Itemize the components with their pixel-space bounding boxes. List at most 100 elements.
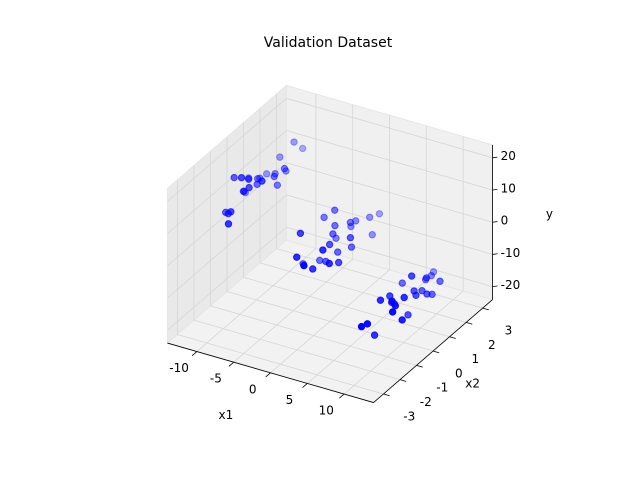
point — [334, 258, 343, 267]
grid-line — [243, 276, 450, 338]
point — [282, 167, 290, 175]
point — [347, 243, 356, 251]
tick-mark — [302, 383, 308, 388]
point — [270, 172, 278, 181]
y-axis-label: x2 — [465, 376, 480, 390]
grid-line — [167, 130, 287, 234]
point — [298, 144, 307, 153]
z-tick-label: 0 — [501, 214, 509, 228]
point — [388, 308, 397, 316]
point — [300, 261, 308, 270]
x-tick-label: 5 — [286, 393, 294, 407]
y-tick-label: 1 — [472, 352, 480, 366]
point — [244, 175, 253, 183]
point — [400, 293, 408, 302]
x-tick-label: -5 — [210, 372, 222, 386]
point — [404, 311, 412, 319]
point — [240, 187, 248, 196]
point — [320, 213, 328, 222]
grid-line — [167, 194, 287, 299]
point — [331, 206, 339, 214]
y-tick-label: -2 — [420, 395, 432, 409]
point — [365, 213, 374, 221]
point — [290, 138, 298, 146]
point — [245, 183, 253, 192]
point — [376, 296, 385, 304]
z-tick-label: -20 — [501, 278, 521, 292]
grid-line — [276, 248, 483, 309]
point — [276, 153, 284, 161]
grid-line — [167, 98, 287, 202]
grid-line — [286, 162, 493, 223]
tick-mark — [449, 336, 456, 339]
x-tick-label: 0 — [249, 382, 257, 396]
z-tick-label: 20 — [501, 149, 516, 163]
grid-line — [286, 226, 493, 288]
tick-mark — [482, 307, 489, 311]
grid-line — [259, 262, 467, 323]
tick-mark — [492, 285, 498, 288]
point — [422, 274, 431, 282]
point — [436, 277, 444, 285]
point — [230, 173, 238, 182]
tick-mark — [492, 253, 498, 255]
grid-line — [286, 130, 493, 191]
x-tick-label: 10 — [319, 404, 334, 418]
tick-mark — [191, 351, 198, 356]
point — [262, 170, 271, 178]
grid-line — [226, 291, 434, 352]
grid-line — [177, 334, 384, 395]
x-axis-line — [167, 342, 374, 403]
grid-line — [286, 194, 493, 255]
z-axis-label: y — [546, 207, 553, 221]
z-tick-label: -10 — [501, 246, 521, 260]
z-tick-label: 10 — [501, 181, 516, 195]
point — [224, 220, 233, 228]
tick-mark — [339, 393, 345, 399]
tick-mark — [492, 156, 498, 159]
y-tick-label: 0 — [455, 366, 463, 380]
x-tick-label: -10 — [169, 361, 189, 375]
tick-mark — [465, 322, 473, 325]
tick-mark — [383, 393, 390, 397]
tick-mark — [492, 188, 498, 191]
point — [325, 240, 334, 249]
tick-mark — [399, 379, 407, 382]
chart-title: Validation Dataset — [264, 35, 393, 51]
point — [412, 291, 420, 299]
tick-mark — [416, 364, 423, 368]
point — [258, 177, 266, 185]
grid-line — [286, 97, 493, 159]
y-axis-line — [373, 299, 493, 403]
y-tick-label: 2 — [488, 338, 496, 352]
point — [329, 230, 337, 238]
point — [280, 164, 289, 173]
point — [293, 253, 301, 261]
point — [407, 272, 416, 280]
point — [331, 221, 339, 230]
point — [346, 234, 355, 242]
point — [363, 320, 372, 328]
point — [227, 208, 235, 216]
tick-mark — [492, 221, 498, 223]
grid-line — [193, 319, 401, 381]
grid-line — [210, 305, 417, 366]
y-tick-label: 3 — [505, 323, 513, 337]
tick-mark — [228, 361, 234, 367]
point — [391, 302, 400, 310]
grid-line — [167, 226, 287, 331]
point — [334, 248, 342, 256]
point — [418, 287, 426, 295]
point — [398, 316, 406, 324]
point — [375, 210, 384, 218]
x-axis-label: x1 — [219, 408, 234, 422]
y-tick-label: -1 — [436, 381, 448, 395]
point — [296, 229, 305, 238]
tick-mark — [265, 372, 271, 378]
y-tick-label: -3 — [403, 409, 415, 423]
point — [370, 331, 379, 339]
point — [357, 322, 366, 331]
tick-mark — [432, 350, 440, 354]
point — [429, 268, 438, 276]
